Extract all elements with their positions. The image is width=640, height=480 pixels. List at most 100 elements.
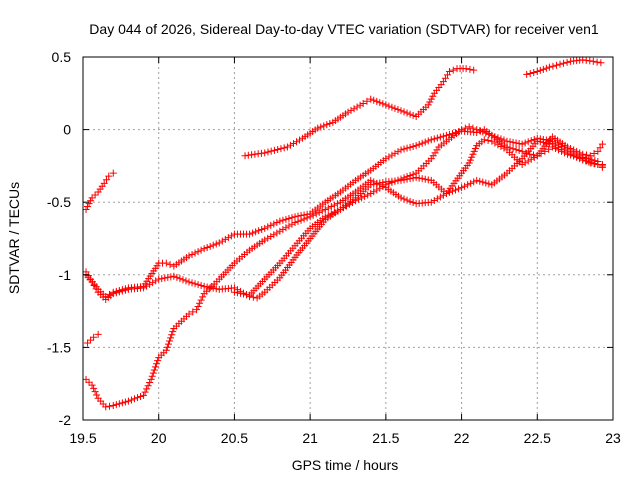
data-point-fill: [194, 302, 202, 310]
data-point: [367, 95, 375, 103]
data-point: [382, 101, 390, 109]
data-point: [109, 169, 117, 177]
x-tick-label: 22.5: [524, 430, 551, 446]
data-point-fill: [146, 280, 154, 288]
data-point-fill: [324, 204, 332, 212]
data-point-fill: [264, 148, 272, 156]
data-point: [185, 310, 193, 318]
data-point: [458, 184, 466, 192]
data-point-fill: [551, 144, 559, 152]
data-point-fill: [526, 69, 534, 77]
data-point-fill: [388, 178, 396, 186]
data-point-fill: [152, 277, 160, 285]
data-point-fill: [154, 357, 162, 365]
data-point: [352, 197, 360, 205]
data-point-fill: [394, 176, 402, 184]
data-point: [124, 397, 132, 405]
data-point: [276, 227, 284, 235]
data-point-fill: [590, 150, 598, 158]
data-point: [382, 155, 390, 163]
data-point-fill: [484, 136, 492, 144]
data-point-fill: [521, 159, 529, 167]
data-point: [518, 147, 526, 155]
data-point-fill: [350, 105, 358, 113]
data-point-fill: [452, 186, 460, 194]
data-point-fill: [118, 287, 126, 295]
data-point-fill: [309, 211, 317, 219]
data-point-fill: [497, 142, 505, 150]
data-point-fill: [439, 132, 447, 140]
data-point-fill: [385, 102, 393, 110]
series-track-1: [82, 169, 117, 213]
data-point: [162, 259, 170, 267]
x-tick-label: 23: [605, 430, 621, 446]
data-point-fill: [570, 152, 578, 160]
data-point: [382, 181, 390, 189]
data-point: [533, 152, 541, 160]
data-point-fill: [179, 276, 187, 284]
data-point-fill: [85, 378, 93, 386]
data-point-fill: [530, 135, 538, 143]
data-point-fill: [188, 250, 196, 258]
data-point-fill: [400, 145, 408, 153]
data-point-fill: [500, 144, 508, 152]
data-point: [579, 155, 587, 163]
data-point-fill: [482, 179, 490, 187]
data-point-fill: [212, 285, 220, 293]
data-point-fill: [279, 216, 287, 224]
data-point-fill: [515, 140, 523, 148]
data-point: [84, 339, 92, 347]
data-point-fill: [194, 248, 202, 256]
series-track-7: [82, 133, 606, 411]
data-point-fill: [358, 194, 366, 202]
data-point-fill: [209, 284, 217, 292]
data-point-fill: [293, 138, 301, 146]
data-point-fill: [285, 222, 293, 230]
data-point-fill: [356, 101, 364, 109]
data-point: [598, 162, 606, 170]
data-point-fill: [530, 68, 538, 76]
data-point: [473, 176, 481, 184]
data-point: [367, 189, 375, 197]
data-point: [200, 282, 208, 290]
data-point-fill: [539, 65, 547, 73]
data-point-fill: [567, 151, 575, 159]
data-point-fill: [167, 273, 175, 281]
data-point-fill: [324, 211, 332, 219]
data-point-fill: [470, 147, 478, 155]
data-point-fill: [315, 208, 323, 216]
data-point-fill: [84, 203, 92, 211]
data-point-fill: [91, 191, 99, 199]
data-point-fill: [270, 146, 278, 154]
data-point-fill: [233, 289, 241, 297]
data-point-fill: [280, 144, 288, 152]
data-point-fill: [196, 299, 204, 307]
data-point: [589, 57, 597, 65]
data-point: [545, 63, 553, 71]
data-point-fill: [355, 195, 363, 203]
data-point-fill: [426, 98, 434, 106]
data-point-fill: [385, 153, 393, 161]
data-point-fill: [421, 175, 429, 183]
data-point: [564, 150, 572, 158]
chart-title: Day 044 of 2026, Sidereal Day-to-day VTE…: [89, 21, 599, 37]
data-point-fill: [573, 153, 581, 161]
data-point-fill: [476, 127, 484, 135]
data-point-fill: [482, 129, 490, 137]
data-point: [147, 375, 155, 383]
data-point-fill: [379, 100, 387, 108]
data-point-fill: [206, 284, 214, 292]
data-point-fill: [285, 214, 293, 222]
data-point-fill: [121, 398, 129, 406]
data-point-fill: [137, 392, 145, 400]
data-point-fill: [270, 220, 278, 228]
data-point: [193, 306, 201, 314]
data-point-fill: [169, 328, 177, 336]
data-point: [397, 194, 405, 202]
data-point-fill: [188, 279, 196, 287]
data-point-fill: [267, 147, 275, 155]
data-point: [533, 137, 541, 145]
data-point-fill: [150, 366, 158, 374]
data-point: [480, 136, 488, 144]
data-point-fill: [449, 66, 457, 74]
